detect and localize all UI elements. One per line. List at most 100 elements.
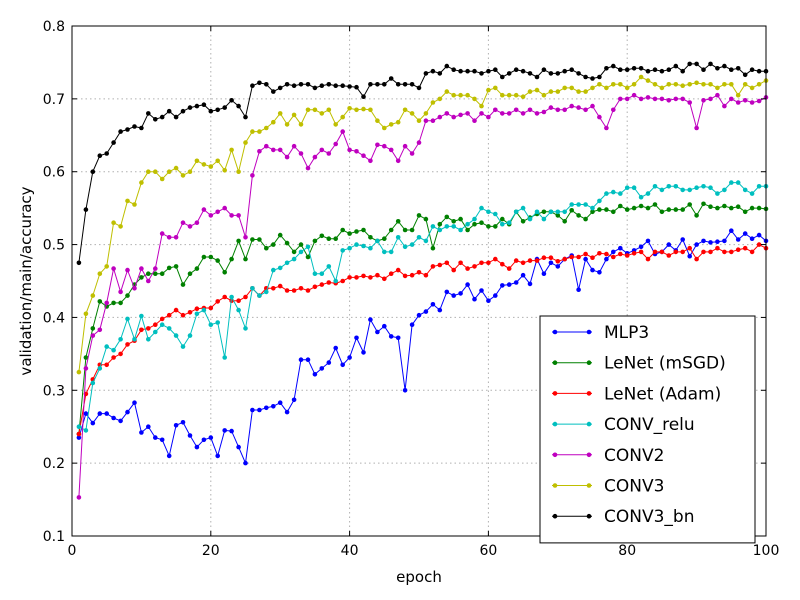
data-point xyxy=(264,82,269,87)
y-tick-label: 0.2 xyxy=(43,456,65,472)
data-point xyxy=(347,147,352,153)
data-point xyxy=(180,420,186,425)
data-point xyxy=(638,249,644,255)
data-point xyxy=(118,418,123,424)
x-tick-label: 0 xyxy=(68,543,77,559)
data-point xyxy=(534,87,540,93)
data-point xyxy=(513,209,519,215)
data-point xyxy=(159,322,165,328)
data-point xyxy=(604,256,609,262)
data-point xyxy=(638,203,644,209)
data-point xyxy=(548,255,554,260)
data-point xyxy=(597,74,602,80)
data-point xyxy=(513,258,519,263)
data-point xyxy=(201,162,207,167)
data-point xyxy=(291,112,297,118)
data-point xyxy=(666,242,672,247)
data-point xyxy=(645,238,651,244)
data-point xyxy=(194,158,200,164)
data-point xyxy=(701,249,706,255)
legend-label: MLP3 xyxy=(604,323,649,343)
data-point xyxy=(541,255,547,260)
data-point xyxy=(243,294,248,300)
data-point xyxy=(645,78,651,83)
data-point xyxy=(395,82,401,87)
data-point xyxy=(298,151,304,156)
data-point xyxy=(382,323,387,329)
data-point xyxy=(618,191,623,196)
data-point xyxy=(534,258,540,263)
data-point xyxy=(354,84,359,90)
data-point xyxy=(611,63,616,69)
data-point xyxy=(312,85,318,91)
data-point xyxy=(201,254,207,260)
data-point xyxy=(708,96,713,102)
data-point xyxy=(333,141,339,147)
data-point xyxy=(250,173,255,178)
data-point xyxy=(326,151,332,156)
data-point xyxy=(479,220,484,225)
data-point xyxy=(90,333,96,338)
data-point xyxy=(416,270,422,275)
data-point xyxy=(416,118,422,123)
data-point xyxy=(409,111,415,116)
data-point xyxy=(229,147,234,153)
data-point xyxy=(555,71,561,76)
data-point xyxy=(236,298,241,304)
data-point xyxy=(576,71,581,76)
legend-entry: MLP3 xyxy=(552,323,649,343)
data-point xyxy=(76,431,82,437)
data-point xyxy=(576,202,581,207)
data-point xyxy=(694,256,699,262)
data-point xyxy=(694,242,699,247)
data-point xyxy=(208,435,214,440)
data-point xyxy=(97,271,103,277)
data-point xyxy=(166,453,172,459)
data-point xyxy=(527,89,533,94)
data-point xyxy=(395,158,401,164)
data-point xyxy=(333,83,339,88)
data-point xyxy=(375,142,380,148)
data-point xyxy=(694,213,699,218)
data-point xyxy=(104,300,109,306)
data-point xyxy=(312,372,318,377)
data-point xyxy=(291,143,297,149)
data-point xyxy=(166,108,172,114)
data-point xyxy=(305,82,311,87)
data-point xyxy=(555,209,561,215)
data-point xyxy=(430,224,436,229)
data-point xyxy=(756,68,762,74)
data-point xyxy=(520,260,526,266)
data-point xyxy=(749,191,755,196)
data-point xyxy=(125,409,130,415)
data-point xyxy=(166,169,172,174)
legend-marker xyxy=(586,452,592,458)
data-point xyxy=(583,74,588,80)
data-point xyxy=(618,67,623,72)
data-point xyxy=(395,267,401,273)
data-point xyxy=(333,345,339,351)
data-point xyxy=(159,231,165,236)
data-point xyxy=(562,85,567,91)
data-point xyxy=(430,264,436,269)
data-point xyxy=(749,249,755,255)
data-point xyxy=(222,294,227,300)
data-point xyxy=(271,267,276,273)
data-point xyxy=(388,334,394,339)
data-point xyxy=(604,125,609,131)
data-point xyxy=(347,84,352,89)
data-point xyxy=(486,114,491,120)
data-point xyxy=(500,261,505,267)
data-point xyxy=(618,251,623,257)
data-point xyxy=(500,92,505,98)
data-point xyxy=(347,275,352,280)
data-point xyxy=(742,72,748,78)
data-point xyxy=(97,299,103,304)
data-point xyxy=(624,67,630,72)
data-point xyxy=(159,176,165,182)
data-point xyxy=(104,362,109,368)
data-point xyxy=(715,191,720,196)
data-point xyxy=(208,164,214,169)
data-point xyxy=(271,89,276,94)
data-point xyxy=(500,221,505,227)
